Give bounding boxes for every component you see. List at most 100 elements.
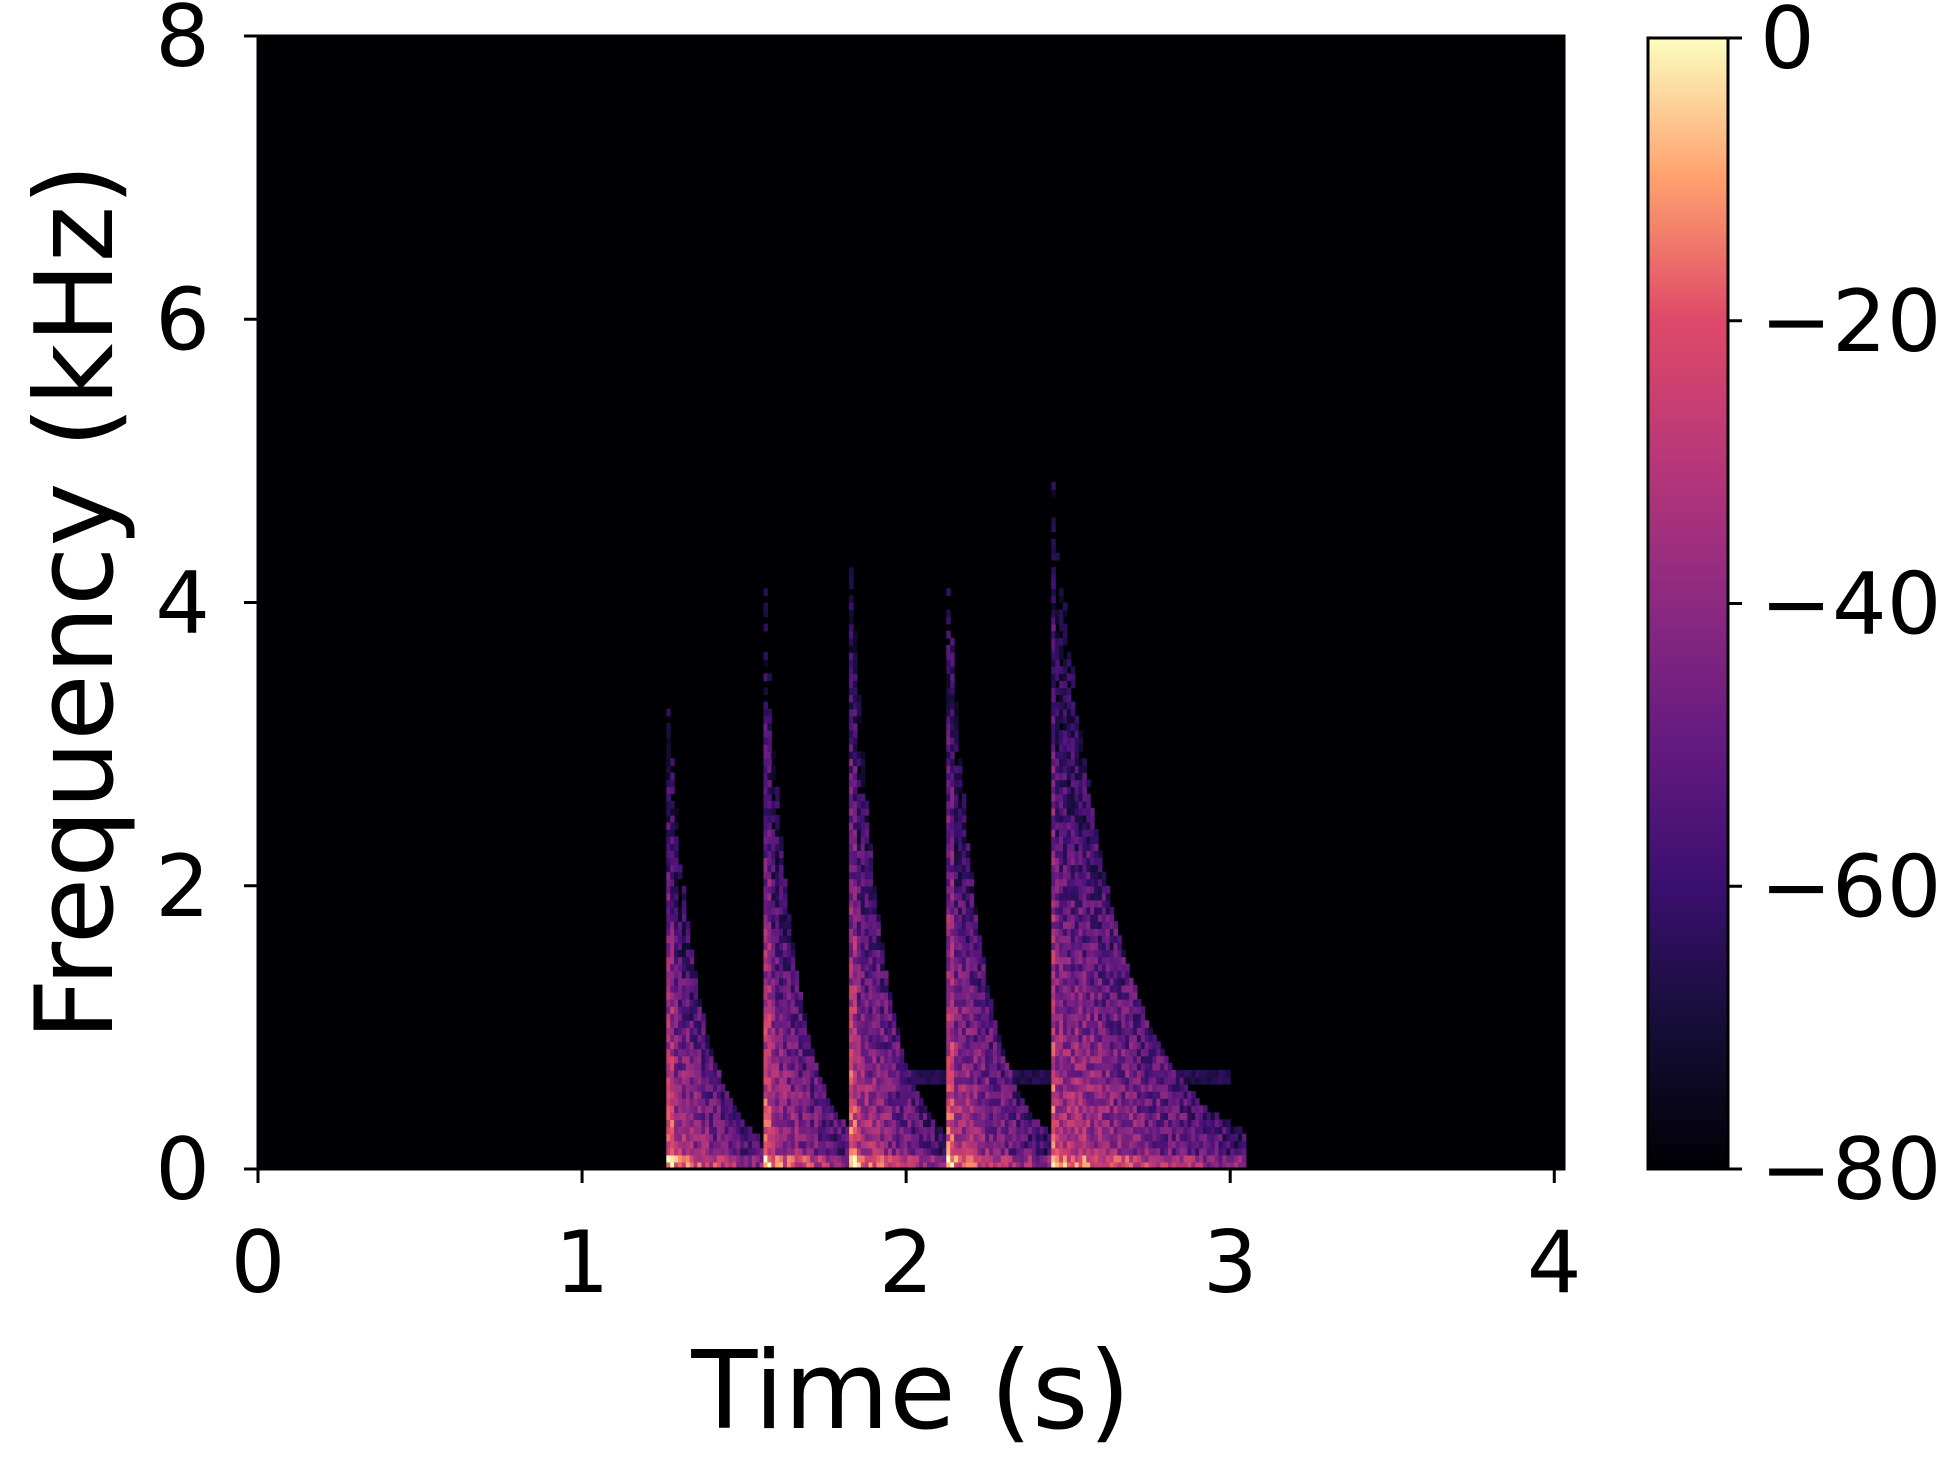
heatmap-cell: [977, 1105, 982, 1113]
heatmap-cell: [965, 1062, 971, 1071]
heatmap-cell: [973, 1112, 978, 1120]
heatmap-cell: [775, 822, 780, 830]
heatmap-cell: [969, 1105, 975, 1113]
heatmap-cell: [1051, 1006, 1056, 1014]
heatmap-cell: [763, 772, 768, 781]
heatmap-cell: [790, 1161, 796, 1169]
heatmap-cell: [763, 758, 768, 766]
heatmap-cell: [1105, 1020, 1111, 1028]
heatmap-cell: [1133, 1069, 1138, 1078]
heatmap-cell: [1105, 956, 1111, 965]
heatmap-cell: [864, 1154, 870, 1163]
heatmap-cell: [923, 1126, 928, 1135]
heatmap-cell: [985, 1133, 990, 1142]
heatmap-cell: [884, 1048, 889, 1057]
heatmap-cell: [670, 1041, 675, 1050]
heatmap-cell: [1203, 1147, 1208, 1156]
heatmap-cell: [1140, 1154, 1146, 1163]
heatmap-cell: [1051, 843, 1056, 851]
heatmap-cell: [818, 1119, 823, 1128]
heatmap-cell: [1140, 1041, 1146, 1050]
heatmap-cell: [1121, 970, 1126, 979]
heatmap-cell: [985, 1119, 990, 1128]
heatmap-cell: [720, 1098, 726, 1106]
heatmap-cell: [958, 885, 963, 894]
heatmap-cell: [1063, 857, 1068, 866]
heatmap-cell: [961, 871, 967, 880]
heatmap-cell: [911, 1098, 916, 1106]
heatmap-cell: [977, 1055, 982, 1064]
heatmap-cell: [771, 807, 776, 816]
heatmap-cell: [767, 878, 772, 887]
heatmap-cell: [678, 907, 683, 915]
heatmap-cell: [1125, 984, 1130, 993]
heatmap-cell: [736, 1140, 741, 1149]
heatmap-cell: [977, 1119, 982, 1128]
heatmap-cell: [771, 871, 776, 880]
heatmap-cell: [946, 779, 951, 788]
heatmap-cell: [1055, 1062, 1060, 1071]
heatmap-cell: [1074, 1133, 1080, 1142]
heatmap-cell: [856, 963, 862, 972]
heatmap-cell: [891, 1069, 897, 1078]
heatmap-cell: [1055, 892, 1060, 901]
heatmap-cell: [771, 1098, 776, 1106]
heatmap-cell: [977, 956, 982, 965]
heatmap-cell: [853, 963, 858, 972]
heatmap-cell: [961, 800, 967, 809]
heatmap-cell: [977, 992, 982, 1000]
heatmap-cell: [1214, 1069, 1220, 1078]
heatmap-cell: [1086, 963, 1091, 972]
heatmap-cell: [849, 722, 854, 731]
heatmap-cell: [1055, 1034, 1060, 1043]
heatmap-cell: [825, 1119, 831, 1128]
heatmap-cell: [868, 878, 873, 887]
heatmap-cell: [1121, 1069, 1126, 1078]
heatmap-cell: [946, 1084, 951, 1092]
heatmap-cell: [872, 949, 877, 958]
heatmap-cell: [678, 1062, 683, 1071]
heatmap-cell: [1113, 1147, 1118, 1156]
heatmap-cell: [779, 864, 784, 873]
heatmap-cell: [1113, 1161, 1118, 1169]
heatmap-cell: [1055, 814, 1060, 823]
heatmap-cell: [965, 1084, 971, 1092]
heatmap-cell: [786, 949, 792, 958]
heatmap-cell: [1016, 1147, 1021, 1156]
heatmap-cell: [996, 1041, 1002, 1050]
heatmap-cell: [856, 843, 862, 851]
heatmap-cell: [767, 673, 772, 681]
heatmap-cell: [666, 807, 671, 816]
heatmap-cell: [709, 1076, 714, 1085]
heatmap-cell: [775, 914, 780, 922]
heatmap-cell: [1074, 935, 1080, 943]
heatmap-cell: [950, 984, 955, 993]
heatmap-cell: [1090, 1055, 1095, 1064]
heatmap-cell: [1024, 1140, 1029, 1149]
heatmap-cell: [1078, 779, 1083, 788]
heatmap-cell: [798, 1140, 803, 1149]
heatmap-cell: [946, 630, 951, 639]
heatmap-cell: [1191, 1133, 1196, 1142]
heatmap-cell: [891, 1013, 897, 1021]
heatmap-cell: [1063, 871, 1068, 880]
heatmap-cell: [864, 864, 870, 873]
heatmap-cell: [860, 1069, 866, 1078]
heatmap-cell: [1055, 850, 1060, 858]
heatmap-cell: [884, 1006, 889, 1014]
heatmap-cell: [1121, 1027, 1126, 1036]
heatmap-cell: [1070, 673, 1076, 681]
heatmap-cell: [810, 1076, 815, 1085]
heatmap-cell: [1125, 999, 1130, 1007]
heatmap-cell: [779, 1154, 784, 1163]
heatmap-cell: [786, 935, 792, 943]
heatmap-cell: [1066, 935, 1072, 943]
heatmap-cell: [1105, 885, 1111, 894]
heatmap-cell: [969, 1006, 975, 1014]
heatmap-cell: [996, 1161, 1002, 1169]
heatmap-cell: [903, 1119, 908, 1128]
heatmap-cell: [689, 1126, 695, 1135]
heatmap-cell: [1090, 935, 1095, 943]
heatmap-cell: [958, 836, 963, 844]
heatmap-cell: [1113, 1006, 1118, 1014]
